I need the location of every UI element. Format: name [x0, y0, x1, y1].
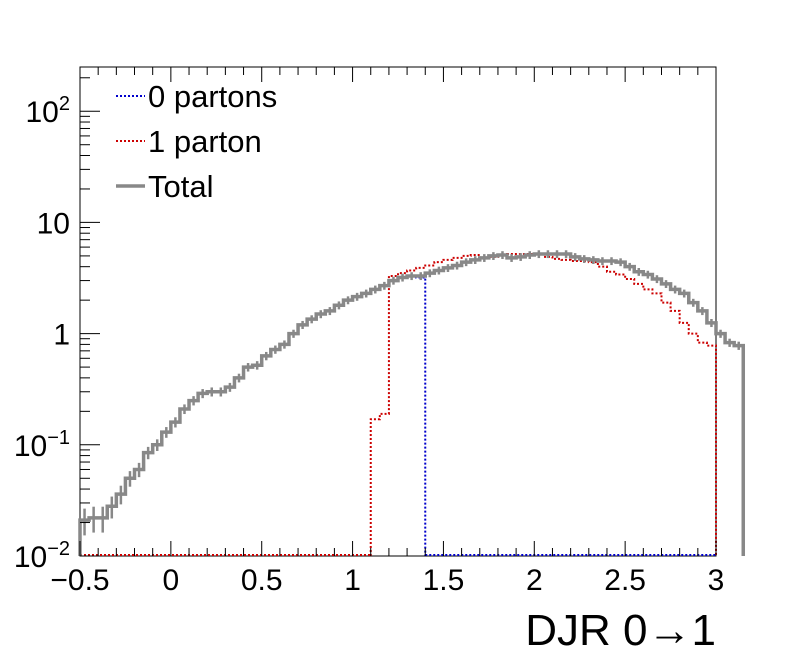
x-tick-label: 0.5	[241, 564, 283, 597]
legend-label: 0 partons	[148, 79, 277, 114]
y-tick-label: 10−2	[14, 538, 70, 574]
legend: 0 partons 1 parton Total	[116, 79, 277, 204]
series-line	[78, 252, 746, 556]
x-tick-label: 1	[344, 564, 361, 597]
series-0-partons	[79, 274, 716, 556]
y-tick-label: 102	[26, 93, 71, 129]
y-tick-label: 10	[37, 207, 70, 240]
x-axis-label: DJR 0→1	[525, 606, 716, 655]
x-tick-label: 2.5	[604, 564, 646, 597]
series-1-parton	[80, 253, 717, 556]
x-tick-label: 0	[163, 564, 180, 597]
x-tick-label: 1.5	[423, 564, 465, 597]
y-tick-label: 1	[53, 319, 70, 352]
plot-frame	[79, 66, 717, 557]
series-total	[78, 250, 746, 556]
y-tick-label: 10−1	[14, 427, 70, 463]
series-line	[79, 274, 427, 556]
x-tick-label: 2	[526, 564, 543, 597]
x-tick-label: 3	[708, 564, 725, 597]
axis-layer: −0.5 0 0.5 1 1.5 2 2.5 3 10−2 10−1 1 10 102	[14, 67, 725, 597]
legend-entry: 0 partons	[116, 79, 277, 114]
series-layer	[78, 250, 746, 556]
legend-entry: Total	[116, 169, 213, 204]
legend-entry: 1 parton	[116, 124, 262, 159]
legend-label: Total	[148, 169, 213, 204]
x-tick-label: −0.5	[50, 564, 109, 597]
series-line	[369, 253, 717, 556]
legend-label: 1 parton	[148, 124, 262, 159]
